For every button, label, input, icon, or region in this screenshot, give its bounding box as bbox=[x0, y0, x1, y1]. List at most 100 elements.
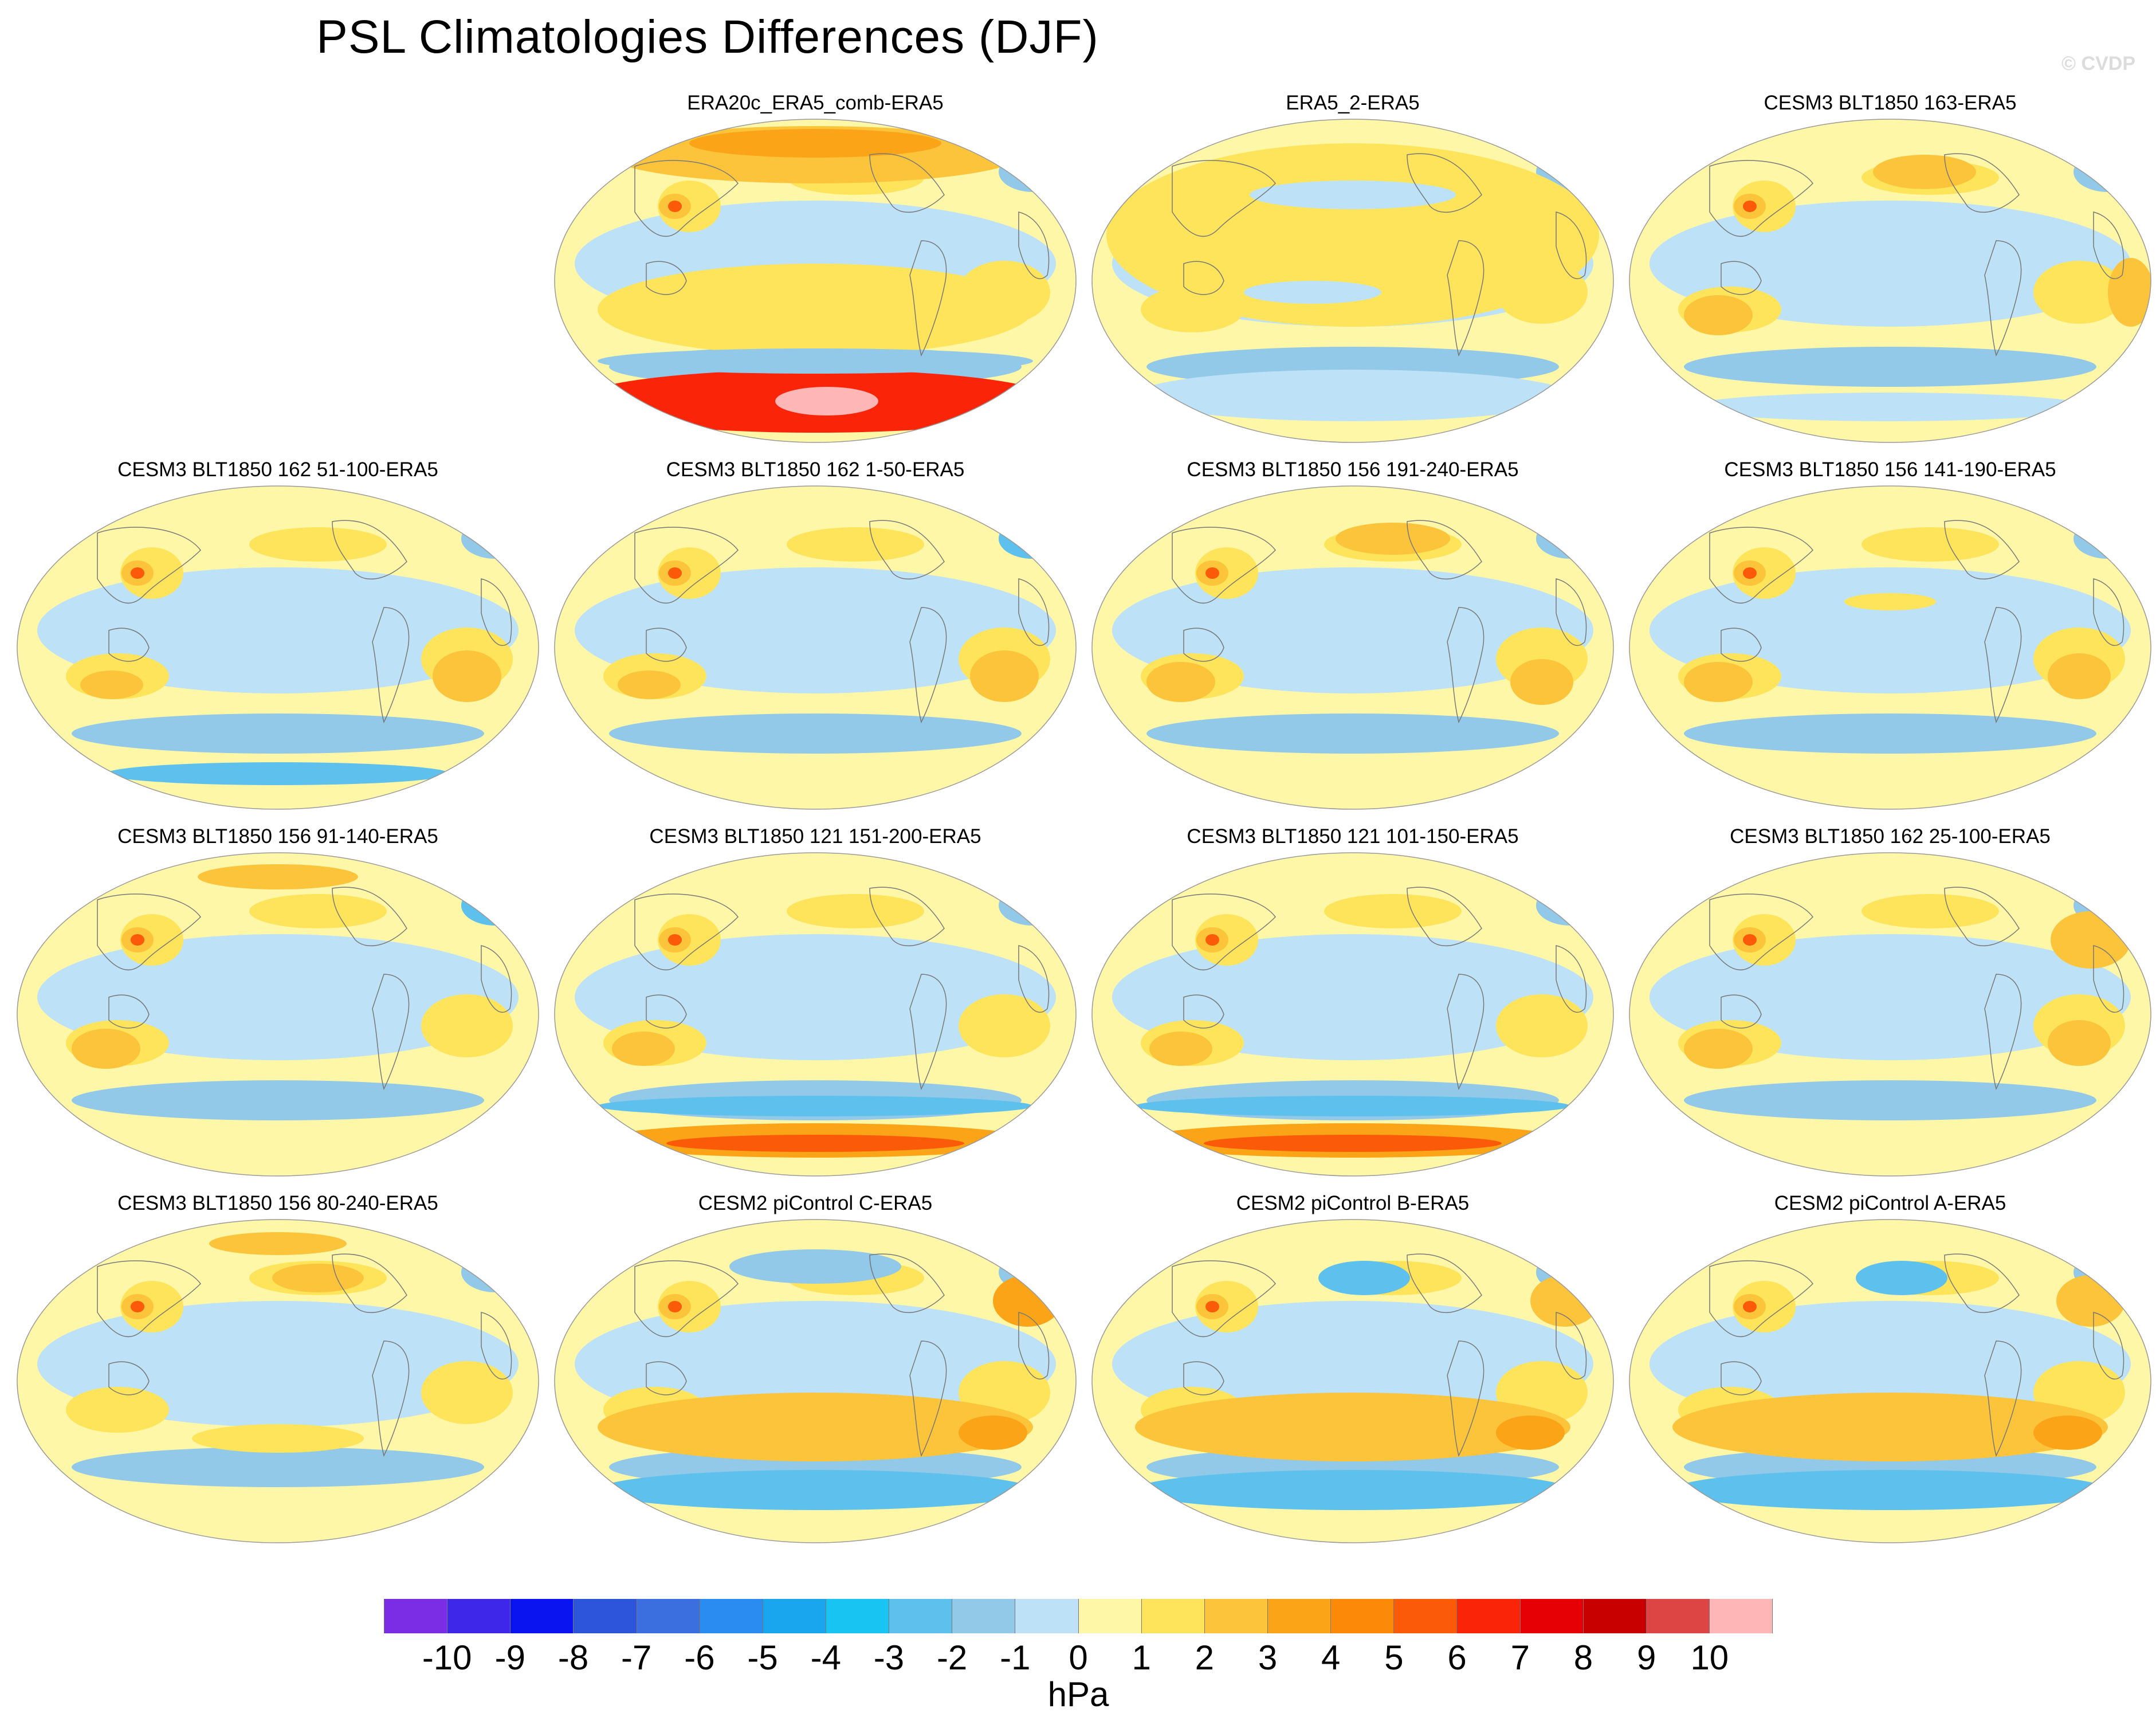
map-panel: CESM3 BLT1850 162 25-100-ERA5 bbox=[1624, 825, 2156, 1192]
map-border bbox=[554, 485, 1077, 810]
coastline bbox=[1944, 520, 2020, 580]
psl-anomaly-region bbox=[1743, 934, 1757, 946]
psl-anomaly-region bbox=[1205, 934, 1219, 946]
panel-title: CESM2 piControl C-ERA5 bbox=[698, 1192, 933, 1214]
coastline bbox=[1172, 1260, 1276, 1338]
psl-anomaly-region bbox=[461, 519, 530, 559]
psl-anomaly-region bbox=[1135, 1393, 1570, 1461]
colorbar-tick-label: 7 bbox=[1510, 1638, 1530, 1677]
coastline bbox=[1183, 261, 1224, 295]
psl-anomaly-region bbox=[1684, 1080, 2096, 1120]
coastline bbox=[909, 974, 947, 1091]
colorbar-box bbox=[384, 1599, 448, 1633]
map-panel: CESM3 BLT1850 156 91-140-ERA5 bbox=[11, 825, 544, 1192]
colorbar-tick-label: 3 bbox=[1258, 1638, 1278, 1677]
coastline bbox=[1447, 607, 1485, 724]
robinson-map bbox=[1091, 1219, 1614, 1543]
map-panel: CESM3 BLT1850 162 51-100-ERA5 bbox=[11, 458, 544, 825]
psl-anomaly-region bbox=[2056, 1275, 2125, 1327]
coastline bbox=[1944, 887, 2020, 947]
psl-anomaly-region bbox=[1536, 885, 1605, 926]
psl-anomaly-region bbox=[198, 864, 358, 889]
psl-anomaly-region bbox=[1318, 1261, 1410, 1295]
colorbar-box bbox=[447, 1599, 511, 1633]
map-border bbox=[1629, 485, 2151, 810]
colorbar-box bbox=[1331, 1599, 1395, 1633]
psl-anomaly-region bbox=[666, 1135, 964, 1152]
colorbar-box bbox=[1141, 1599, 1205, 1633]
psl-anomaly-region bbox=[72, 1080, 484, 1120]
psl-anomaly-region bbox=[1743, 201, 1757, 212]
psl-anomaly-region bbox=[1684, 713, 2096, 754]
psl-anomaly-region bbox=[668, 567, 682, 579]
coastline bbox=[646, 628, 687, 662]
psl-anomaly-region bbox=[970, 650, 1039, 702]
coastline bbox=[1447, 1340, 1485, 1457]
coastline bbox=[97, 527, 201, 604]
colorbar-box bbox=[1394, 1599, 1458, 1633]
psl-anomaly-region bbox=[999, 519, 1067, 559]
coastline bbox=[1407, 520, 1482, 580]
psl-anomaly-region bbox=[993, 1275, 1062, 1327]
map-border bbox=[1091, 119, 1614, 443]
psl-anomaly-region bbox=[461, 1252, 530, 1292]
map-border bbox=[17, 485, 539, 810]
psl-anomaly-region bbox=[1496, 1416, 1565, 1450]
psl-anomaly-region bbox=[131, 567, 144, 579]
map-border bbox=[1091, 852, 1614, 1177]
map-panel: CESM3 BLT1850 162 1-50-ERA5 bbox=[549, 458, 1082, 825]
coastline bbox=[869, 153, 945, 213]
psl-anomaly-region bbox=[192, 1424, 364, 1453]
psl-anomaly-region bbox=[598, 1096, 1033, 1116]
map-panel: ERA5_2-ERA5 bbox=[1086, 92, 1619, 458]
watermark: © CVDP bbox=[2061, 53, 2135, 75]
coastline bbox=[2093, 1312, 2124, 1379]
psl-anomaly-region bbox=[131, 1301, 144, 1312]
psl-anomaly-region bbox=[1146, 713, 1559, 754]
map-panel: CESM3 BLT1850 156 191-240-ERA5 bbox=[1086, 458, 1619, 825]
colorbar-box bbox=[510, 1599, 574, 1633]
colorbar-box bbox=[826, 1599, 890, 1633]
colorbar-tick-label: -4 bbox=[810, 1638, 841, 1677]
coastline bbox=[646, 994, 687, 1029]
panel-title: CESM3 BLT1850 156 91-140-ERA5 bbox=[117, 825, 438, 848]
colorbar-tick-label: 0 bbox=[1069, 1638, 1088, 1677]
psl-anomaly-region bbox=[1324, 894, 1462, 928]
panel-title: CESM3 BLT1850 162 1-50-ERA5 bbox=[666, 458, 965, 481]
coastline bbox=[1709, 893, 1813, 971]
coastline bbox=[634, 1260, 739, 1338]
coastline bbox=[1172, 527, 1276, 604]
panel-title: CESM2 piControl B-ERA5 bbox=[1236, 1192, 1470, 1214]
coastline bbox=[634, 160, 739, 237]
colorbar-labels: -10 -9 -8 -7 -6 -5 -4 -3 -2 -1 0 1 2 3 4 5 6 7 8 9 10 bbox=[384, 1638, 1773, 1678]
psl-anomaly-region bbox=[1684, 295, 1753, 335]
colorbar-tick-label: 5 bbox=[1384, 1638, 1404, 1677]
colorbar-tick-label: -2 bbox=[936, 1638, 968, 1677]
robinson-map bbox=[17, 485, 539, 810]
psl-anomaly-region bbox=[1250, 181, 1456, 209]
coastline bbox=[1183, 994, 1224, 1029]
coastline bbox=[2093, 945, 2124, 1013]
colorbar-tick-label: -6 bbox=[684, 1638, 715, 1677]
robinson-map bbox=[554, 485, 1077, 810]
coastline bbox=[1709, 1260, 1813, 1338]
psl-anomaly-region bbox=[999, 885, 1067, 926]
map-panel: CESM3 BLT1850 156 80-240-ERA5 bbox=[11, 1192, 544, 1559]
psl-anomaly-region bbox=[2048, 1020, 2111, 1066]
coastline bbox=[909, 240, 947, 357]
coastline bbox=[372, 974, 410, 1091]
psl-anomaly-region bbox=[618, 671, 681, 699]
coastline bbox=[332, 520, 407, 580]
psl-anomaly-region bbox=[1336, 523, 1450, 555]
psl-anomaly-region bbox=[2033, 261, 2125, 324]
panel-title: CESM3 BLT1850 163-ERA5 bbox=[1764, 92, 2017, 114]
colorbar: -10 -9 -8 -7 -6 -5 -4 -3 -2 -1 0 1 2 3 4 5 6 7 8 9 10 hPa bbox=[384, 1599, 1773, 1719]
map-border bbox=[554, 119, 1077, 443]
map-border bbox=[1091, 485, 1614, 810]
colorbar-tick-label: 9 bbox=[1636, 1638, 1656, 1677]
coastline bbox=[1984, 240, 2022, 357]
coastline bbox=[1407, 153, 1482, 213]
psl-anomaly-region bbox=[1496, 994, 1588, 1057]
colorbar-tick-label: 1 bbox=[1132, 1638, 1151, 1677]
colorbar-tick-label: 2 bbox=[1195, 1638, 1215, 1677]
